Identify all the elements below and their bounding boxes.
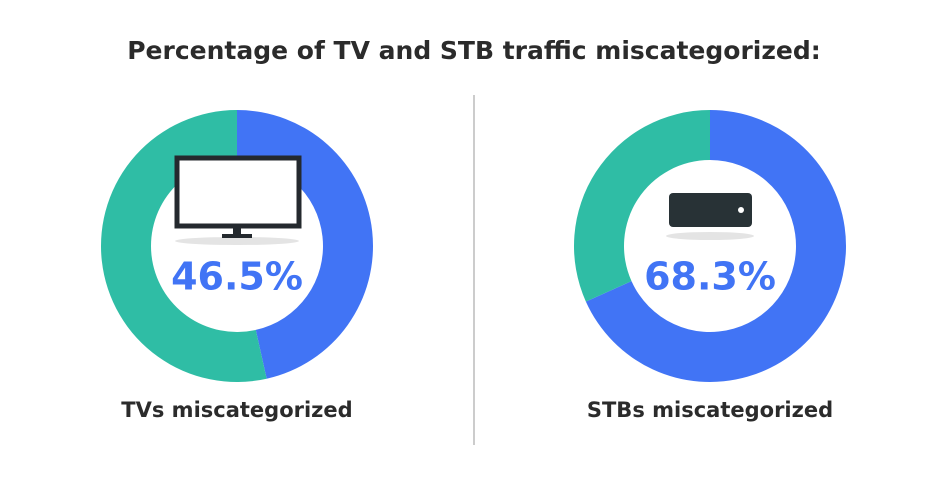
tv-base	[222, 234, 252, 238]
donut-segment	[100, 110, 267, 382]
donut-segment	[585, 110, 846, 383]
stb-shadow	[666, 232, 754, 240]
value-label: 68.3%	[644, 255, 776, 299]
tv-shadow	[175, 237, 299, 245]
donut-segment	[237, 110, 373, 379]
tv-icon	[174, 155, 302, 229]
title: Percentage of TV and STB traffic miscate…	[127, 36, 821, 65]
stb-light	[738, 207, 744, 213]
donut-segment	[574, 110, 710, 302]
value-label: 46.5%	[171, 255, 303, 299]
caption: STBs miscategorized	[587, 398, 833, 422]
icons	[174, 155, 754, 245]
caption: TVs miscategorized	[121, 398, 352, 422]
stb-icon	[669, 193, 752, 227]
tv-stand	[233, 226, 241, 236]
